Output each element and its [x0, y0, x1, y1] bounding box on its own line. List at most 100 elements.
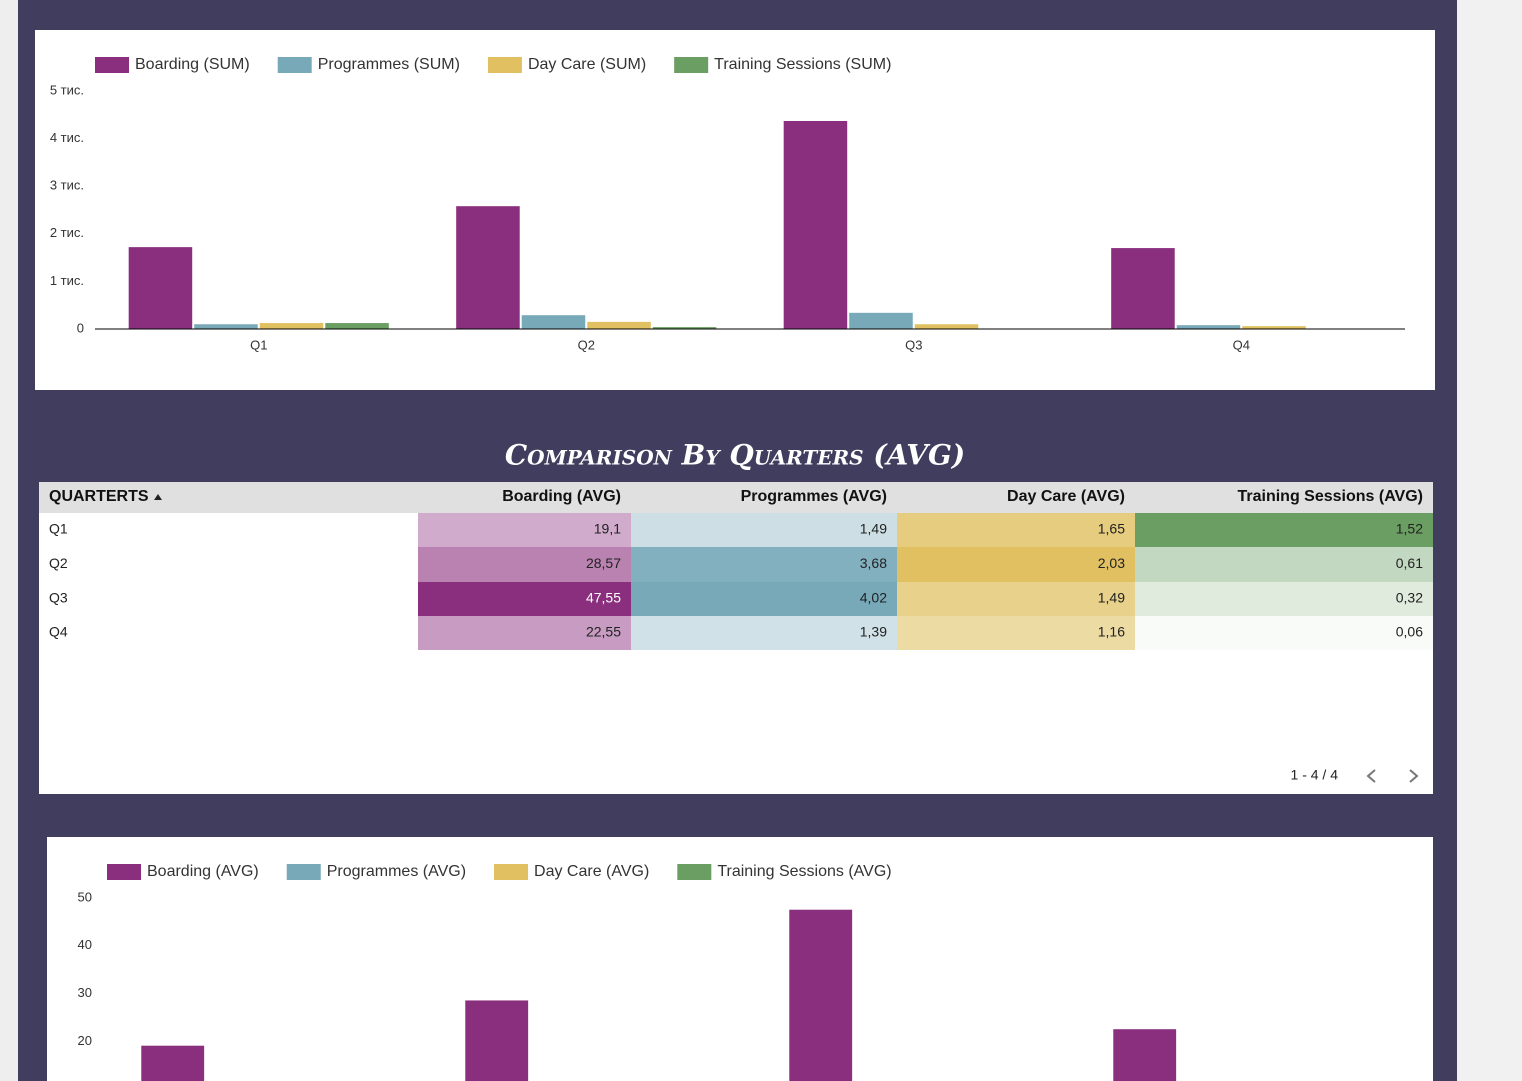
heat-cell	[1135, 616, 1433, 650]
y-tick-label: 2 тис.	[50, 225, 84, 240]
chart-panel	[35, 30, 1435, 390]
x-tick-label: Q3	[905, 337, 922, 352]
table-cell: 47,55	[586, 590, 621, 606]
legend-label: Boarding (AVG)	[147, 863, 259, 880]
table-cell: 0,32	[1396, 590, 1423, 606]
table-cell: 4,02	[860, 590, 887, 606]
x-tick-label: Q2	[578, 337, 595, 352]
y-tick-label: 3 тис.	[50, 178, 84, 193]
table-cell: 1,16	[1098, 624, 1125, 640]
heat-cell	[897, 616, 1135, 650]
x-tick-label: Q4	[1233, 337, 1250, 352]
legend-label: Training Sessions (AVG)	[717, 863, 891, 880]
heat-cell	[897, 582, 1135, 616]
pagination: 1 - 4 / 4	[1291, 767, 1339, 783]
legend-swatch	[277, 57, 312, 73]
heat-cell	[418, 513, 631, 547]
legend-label: Training Sessions (SUM)	[714, 56, 891, 73]
bar	[1176, 325, 1241, 329]
legend-swatch	[107, 864, 141, 880]
table-cell: 2,03	[1098, 555, 1125, 571]
heat-cell	[1135, 582, 1433, 616]
heat-cell	[897, 513, 1135, 547]
heat-cell	[631, 547, 897, 582]
table-cell: 1,52	[1396, 521, 1423, 537]
y-tick-label: 0	[77, 320, 84, 335]
y-tick-label: 40	[78, 937, 92, 952]
bar	[587, 321, 651, 329]
heat-cell	[1135, 547, 1433, 582]
table-header	[39, 482, 1433, 513]
heat-cell	[418, 582, 631, 616]
column-header: Day Care (AVG)	[1007, 488, 1125, 505]
bar	[456, 206, 520, 329]
bar	[1113, 1029, 1177, 1081]
y-tick-label: 30	[78, 985, 92, 1000]
bar	[194, 324, 258, 329]
bar	[259, 323, 324, 329]
table-cell: 1,39	[860, 624, 887, 640]
bar	[141, 1045, 205, 1081]
table-cell: 3,68	[860, 555, 887, 571]
column-header: Boarding (AVG)	[502, 488, 621, 505]
bar	[849, 312, 913, 329]
table-cell: 22,55	[586, 624, 621, 640]
y-tick-label: 1 тис.	[50, 273, 84, 288]
y-tick-label: 4 тис.	[50, 130, 84, 145]
column-header: Training Sessions (AVG)	[1237, 488, 1423, 505]
legend-swatch	[494, 864, 529, 880]
bar	[128, 247, 193, 329]
legend-swatch	[95, 57, 129, 73]
heat-cell	[631, 616, 897, 650]
x-tick-label: Q1	[250, 337, 267, 352]
legend-label: Day Care (SUM)	[528, 56, 646, 73]
legend-label: Boarding (SUM)	[135, 56, 250, 73]
y-tick-label: 20	[78, 1033, 92, 1048]
legend-label: Programmes (AVG)	[327, 863, 466, 880]
legend-swatch	[487, 57, 522, 73]
bar	[789, 909, 853, 1081]
legend-swatch	[286, 864, 321, 880]
right-margin	[1457, 0, 1522, 1081]
next-page[interactable]	[1409, 769, 1419, 783]
heat-cell	[418, 547, 631, 582]
table-cell: Q3	[49, 590, 68, 606]
legend-swatch	[674, 57, 709, 73]
heat-cell	[418, 616, 631, 650]
table-cell: 28,57	[586, 555, 621, 571]
bar	[1242, 326, 1306, 329]
heat-cell	[897, 547, 1135, 582]
table-cell: Q1	[49, 521, 68, 537]
legend-swatch	[677, 864, 712, 880]
table-cell: 1,49	[1098, 590, 1125, 606]
table-title: Comparison By Quarters (AVG)	[505, 439, 965, 472]
table-cell: Q4	[49, 624, 68, 640]
table-cell: 0,61	[1396, 555, 1423, 571]
bar	[1111, 248, 1175, 329]
y-tick-label: 5 тис.	[50, 82, 84, 97]
bar	[783, 120, 848, 329]
prev-page[interactable]	[1366, 769, 1376, 783]
sort-icon[interactable]	[154, 494, 162, 500]
heat-cell	[1135, 513, 1433, 547]
column-header: Programmes (AVG)	[741, 488, 887, 505]
legend-label: Day Care (AVG)	[534, 863, 649, 880]
bar	[914, 324, 979, 329]
bar	[465, 1000, 529, 1081]
column-header: QUARTERTS	[49, 488, 149, 505]
bar	[325, 323, 389, 329]
heat-cell	[631, 582, 897, 616]
bar	[652, 327, 717, 329]
y-tick-label: 50	[78, 889, 92, 904]
legend-label: Programmes (SUM)	[318, 56, 460, 73]
chart-panel	[47, 837, 1433, 1081]
heat-cell	[631, 513, 897, 547]
bar	[521, 315, 586, 329]
table-cell: 1,65	[1098, 521, 1125, 537]
table-cell: Q2	[49, 555, 68, 571]
table-cell: 1,49	[860, 521, 887, 537]
table-cell: 0,06	[1396, 624, 1423, 640]
left-margin	[0, 0, 18, 1081]
